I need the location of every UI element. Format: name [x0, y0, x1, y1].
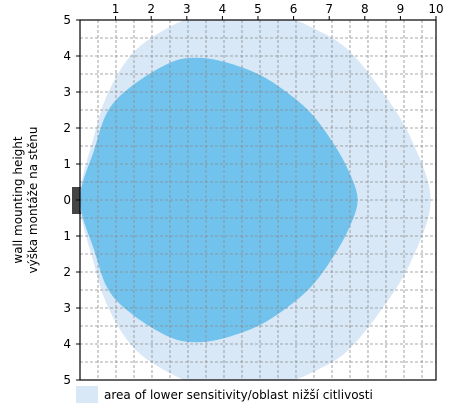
y-tick-label: 1	[63, 157, 71, 171]
grid	[80, 20, 436, 380]
y-tick-label: 2	[63, 265, 71, 279]
y-tick-label: 3	[63, 85, 71, 99]
y-tick-label: 4	[63, 49, 71, 63]
x-tick-label: 6	[290, 2, 298, 16]
y-tick-label: 2	[63, 121, 71, 135]
y-tick-label: 4	[63, 337, 71, 351]
x-tick-label: 2	[147, 2, 155, 16]
x-tick-label: 9	[397, 2, 405, 16]
y-tick-label: 5	[63, 13, 71, 27]
y-tick-label: 3	[63, 301, 71, 315]
main-detection-area	[80, 57, 358, 343]
x-tick-label: 10	[428, 2, 443, 16]
x-tick-label: 3	[183, 2, 191, 16]
legend-swatch	[76, 386, 98, 403]
y-axis-label-line: wall mounting height	[11, 136, 25, 264]
x-tick-label: 1	[112, 2, 120, 16]
x-tick-label: 5	[254, 2, 262, 16]
x-tick-label: 8	[361, 2, 369, 16]
y-tick-label: 1	[63, 229, 71, 243]
x-tick-label: 7	[325, 2, 333, 16]
legend-label: area of lower sensitivity/oblast nižší c…	[104, 388, 373, 402]
y-tick-label: 0	[63, 193, 71, 207]
x-tick-label: 4	[219, 2, 227, 16]
y-axis-label-line: výška montáže na stěnu	[26, 127, 40, 274]
y-tick-label: 5	[63, 373, 71, 387]
